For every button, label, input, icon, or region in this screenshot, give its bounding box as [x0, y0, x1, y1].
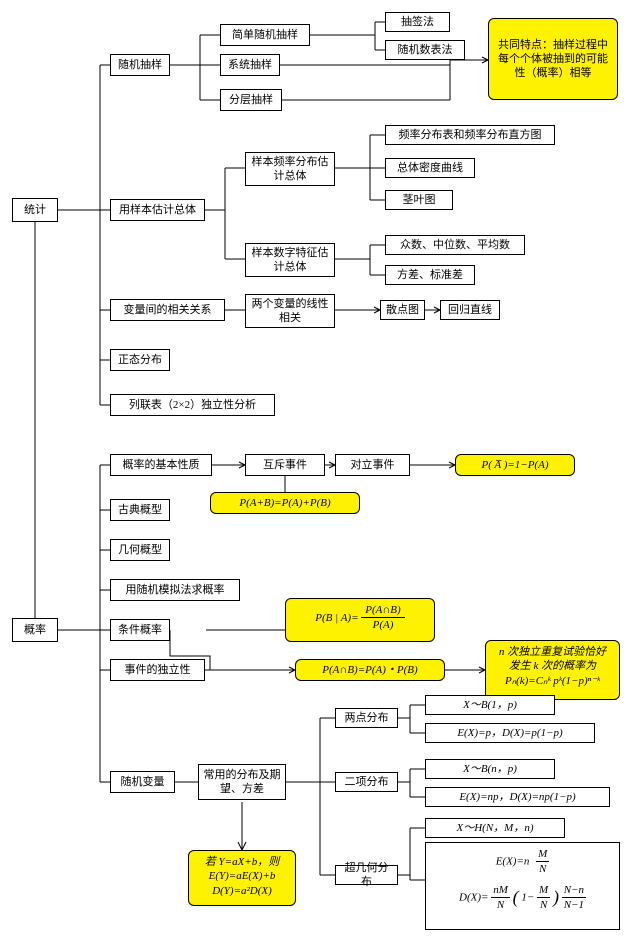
node-opposite: 对立事件 [335, 454, 410, 476]
node-regression: 回归直线 [440, 300, 500, 320]
node-correlation: 变量间的相关关系 [110, 299, 225, 321]
node-hypergeo: 超几何分布 [335, 865, 398, 885]
hg3g: N−n [562, 883, 586, 898]
hg3d: 1− [521, 891, 534, 903]
formula-complement: P( A̅ )=1−P(A) [455, 454, 575, 476]
node-statistics: 统计 [12, 198, 58, 222]
formula-conditional: P(B | A)= P(A∩B) P(A) [285, 598, 435, 642]
node-mutex: 互斥事件 [245, 454, 325, 476]
node-conditional: 条件概率 [110, 619, 170, 641]
hg2a: E(X)=n [496, 855, 530, 867]
formula-linear-transform: 若 Y=aX+b，则 E(Y)=aE(X)+b D(Y)=a²D(X) [188, 850, 296, 906]
node-common-dist: 常用的分布及期望、方差 [198, 764, 286, 800]
node-linear-corr: 两个变量的线性相关 [245, 294, 335, 328]
node-contingency: 列联表（2×2）独立性分析 [110, 394, 275, 416]
formula-hg1: X～H(N，M，n) [425, 818, 565, 838]
bern-3: Pₙ(k)=Cₙᵏ pᵏ(1−p)ⁿ⁻ᵏ [490, 674, 615, 688]
hg3c: N [491, 898, 510, 912]
formula-tp1: X～B(1，p) [425, 695, 555, 715]
formula-bn2: E(X)=np，D(X)=np(1−p) [425, 787, 610, 807]
hg3e: M [537, 883, 550, 898]
node-lottery: 抽签法 [385, 12, 450, 32]
node-sample-estimate: 用样本估计总体 [110, 199, 205, 221]
hg2c: N [536, 862, 549, 876]
lt1: 若 Y=aX+b，则 [193, 855, 291, 869]
hg3a: D(X)= [459, 891, 488, 903]
node-geometric: 几何概型 [110, 539, 170, 561]
hg3b: nM [491, 883, 510, 898]
node-digital-feature: 样本数字特征估计总体 [245, 243, 335, 277]
node-simple-random: 简单随机抽样 [220, 24, 310, 46]
formula-addition: P(A+B)=P(A)+P(B) [210, 492, 360, 514]
cond-lhs: P(B | A)= [315, 611, 358, 625]
node-simulation: 用随机模拟法求概率 [110, 579, 240, 601]
node-freq-dist: 样本频率分布估计总体 [245, 152, 335, 186]
cond-den: P(A) [361, 618, 404, 632]
node-binomial: 二项分布 [335, 772, 398, 792]
formula-tp2: E(X)=p，D(X)=p(1−p) [425, 723, 595, 743]
node-variance-std: 方差、标准差 [385, 265, 475, 285]
cond-num: P(A∩B) [361, 603, 404, 618]
bern-1: n 次独立重复试验恰好 [490, 645, 615, 659]
node-systematic: 系统抽样 [220, 54, 280, 76]
lt2: E(Y)=aE(X)+b [193, 869, 291, 883]
lt3: D(Y)=a²D(X) [193, 884, 291, 898]
node-independence: 事件的独立性 [110, 659, 205, 681]
node-mode-median: 众数、中位数、平均数 [385, 235, 525, 255]
formula-product: P(A∩B)=P(A)・P(B) [295, 659, 445, 681]
node-density-curve: 总体密度曲线 [385, 158, 475, 178]
node-random-var: 随机变量 [110, 771, 175, 793]
hg2b: M [536, 847, 549, 862]
node-random-sampling: 随机抽样 [110, 54, 170, 76]
node-scatter: 散点图 [380, 300, 425, 320]
note-sampling-common: 共同特点：抽样过程中每个个体被抽到的可能性（概率）相等 [488, 18, 618, 100]
diagram-canvas: 统计 随机抽样 简单随机抽样 抽签法 随机数表法 系统抽样 分层抽样 共同特点：… [0, 0, 640, 943]
node-random-table: 随机数表法 [385, 40, 465, 60]
formula-bn1: X～B(n，p) [425, 759, 555, 779]
node-freq-table: 频率分布表和频率分布直方图 [385, 125, 555, 145]
node-two-point: 两点分布 [335, 708, 398, 728]
node-normal: 正态分布 [110, 349, 170, 371]
formula-hg-box: E(X)=n M N D(X)= nM N ( 1− M N ) N−n N−1 [425, 842, 620, 930]
hg3h: N−1 [562, 898, 586, 912]
node-prob-basic: 概率的基本性质 [110, 454, 212, 476]
note-bernoulli: n 次独立重复试验恰好 发生 k 次的概率为 Pₙ(k)=Cₙᵏ pᵏ(1−p)… [485, 640, 620, 700]
bern-2: 发生 k 次的概率为 [490, 659, 615, 673]
hg3f: N [537, 898, 550, 912]
node-stem-leaf: 茎叶图 [385, 190, 453, 210]
node-classical: 古典概型 [110, 499, 170, 521]
node-probability: 概率 [12, 618, 58, 642]
node-stratified: 分层抽样 [220, 89, 282, 111]
